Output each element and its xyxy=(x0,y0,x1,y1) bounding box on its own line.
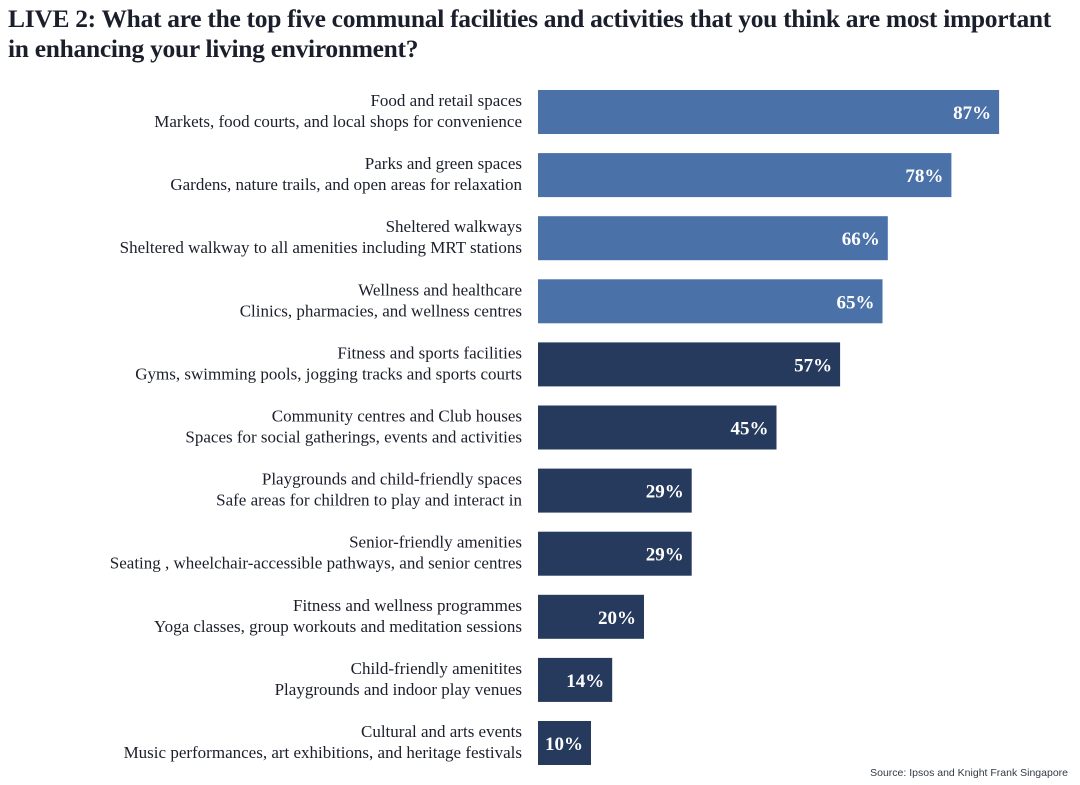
category-description: Clinics, pharmacies, and wellness centre… xyxy=(240,301,522,320)
category-description: Seating , wheelchair-accessible pathways… xyxy=(110,554,522,573)
category-label: Senior-friendly amenities xyxy=(349,533,522,552)
value-label: 14% xyxy=(566,671,604,692)
chart-title: LIVE 2: What are the top five communal f… xyxy=(8,4,1051,63)
category-label: Playgrounds and child-friendly spaces xyxy=(262,470,522,489)
bar xyxy=(538,342,841,387)
bar xyxy=(538,90,1000,134)
category-description: Safe areas for children to play and inte… xyxy=(216,491,522,510)
bar xyxy=(538,468,692,513)
category-description: Spaces for social gatherings, events and… xyxy=(185,428,522,447)
bar-row: Playgrounds and child-friendly spaces Saf… xyxy=(216,468,692,513)
category-label: Fitness and sports facilities xyxy=(337,343,522,362)
category-label: Community centres and Club houses xyxy=(272,407,522,426)
value-label: 57% xyxy=(794,355,832,376)
bar-row: Senior-friendly amenities Seating , wheel… xyxy=(110,531,692,576)
value-label: 29% xyxy=(646,545,684,566)
category-description: Markets, food courts, and local shops fo… xyxy=(154,112,522,131)
value-label: 65% xyxy=(837,292,875,313)
bar xyxy=(538,405,777,450)
bar xyxy=(538,531,692,576)
category-label: Sheltered walkways xyxy=(386,217,522,236)
bar-row: Wellness and healthcare Clinics, pharmaci… xyxy=(240,279,883,324)
category-description: Gyms, swimming pools, jogging tracks and… xyxy=(135,364,522,383)
bar-row: Cultural and arts events Music performanc… xyxy=(124,721,591,765)
value-label: 20% xyxy=(598,608,636,629)
value-label: 29% xyxy=(646,482,684,503)
bar-row: Parks and green spaces Gardens, nature tr… xyxy=(170,153,952,198)
category-label: Child-friendly amenitites xyxy=(351,659,522,678)
value-label: 45% xyxy=(731,419,769,440)
category-description: Yoga classes, group workouts and meditat… xyxy=(154,617,522,636)
bar-row: Fitness and sports facilities Gyms, swimm… xyxy=(135,342,841,387)
category-label: Food and retail spaces xyxy=(370,91,522,110)
category-description: Gardens, nature trails, and open areas f… xyxy=(170,175,522,194)
category-description: Sheltered walkway to all amenities inclu… xyxy=(120,238,522,257)
value-label: 66% xyxy=(842,229,880,250)
bar xyxy=(538,594,644,639)
value-label: 87% xyxy=(953,103,991,124)
bar xyxy=(538,153,952,198)
bar-row: Fitness and wellness programmes Yoga clas… xyxy=(154,594,644,639)
category-label: Parks and green spaces xyxy=(365,154,522,173)
value-label: 78% xyxy=(905,166,943,187)
category-label: Fitness and wellness programmes xyxy=(293,596,522,615)
category-label: Cultural and arts events xyxy=(361,722,522,741)
bar-row: Sheltered walkways Sheltered walkway to a… xyxy=(120,216,888,261)
source-note: Source: Ipsos and Knight Frank Singapore xyxy=(870,767,1068,779)
bar-row: Community centres and Club houses Spaces … xyxy=(185,405,777,450)
bar xyxy=(538,279,883,324)
bar-row: Child-friendly amenitites Playgrounds and… xyxy=(275,657,613,702)
category-label: Wellness and healthcare xyxy=(358,280,522,299)
category-description: Playgrounds and indoor play venues xyxy=(275,680,522,699)
category-description: Music performances, art exhibitions, and… xyxy=(124,743,522,762)
bar xyxy=(538,657,613,702)
bar-row: Food and retail spaces Markets, food cour… xyxy=(154,90,1000,134)
bar xyxy=(538,216,888,261)
value-label: 10% xyxy=(545,734,583,755)
bar xyxy=(538,721,591,765)
